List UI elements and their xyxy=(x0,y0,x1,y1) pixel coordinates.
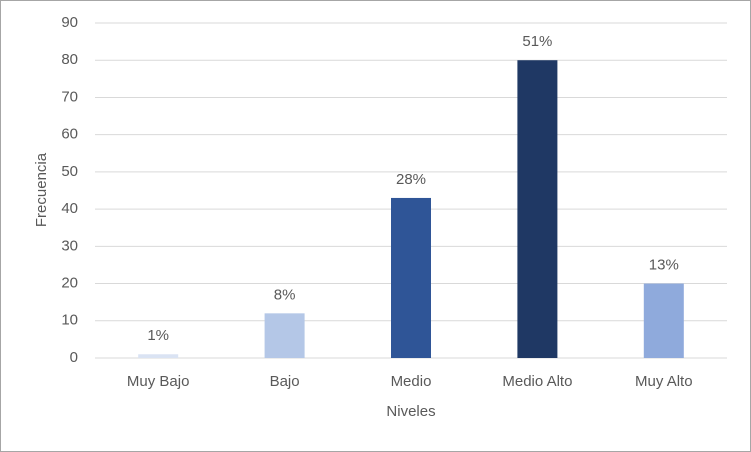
bar xyxy=(138,354,179,358)
y-tick-label: 60 xyxy=(61,126,78,143)
y-tick-label: 30 xyxy=(61,237,78,254)
bar xyxy=(643,283,684,358)
x-tick-label: Muy Bajo xyxy=(127,373,190,390)
y-axis-title: Frecuencia xyxy=(33,152,50,227)
y-tick-label: 90 xyxy=(61,14,78,31)
data-label: 8% xyxy=(274,286,296,303)
bar xyxy=(391,197,431,358)
x-tick-label: Bajo xyxy=(270,373,300,390)
y-tick-label: 50 xyxy=(61,163,78,180)
x-tick-label: Muy Alto xyxy=(635,373,693,390)
x-tick-label: Medio xyxy=(391,373,432,390)
bar xyxy=(517,60,558,358)
y-tick-label: 10 xyxy=(61,312,78,329)
data-label: 51% xyxy=(522,33,552,50)
data-label: 28% xyxy=(396,171,426,188)
y-tick-label: 20 xyxy=(61,275,78,292)
y-tick-label: 80 xyxy=(61,51,78,68)
y-tick-label: 40 xyxy=(61,200,78,217)
y-tick-label: 0 xyxy=(70,349,78,366)
data-label: 1% xyxy=(147,327,169,344)
bar xyxy=(264,313,305,358)
x-tick-label: Medio Alto xyxy=(502,373,572,390)
data-label: 13% xyxy=(649,257,679,274)
x-axis-title: Niveles xyxy=(386,403,435,420)
y-tick-label: 70 xyxy=(61,88,78,105)
